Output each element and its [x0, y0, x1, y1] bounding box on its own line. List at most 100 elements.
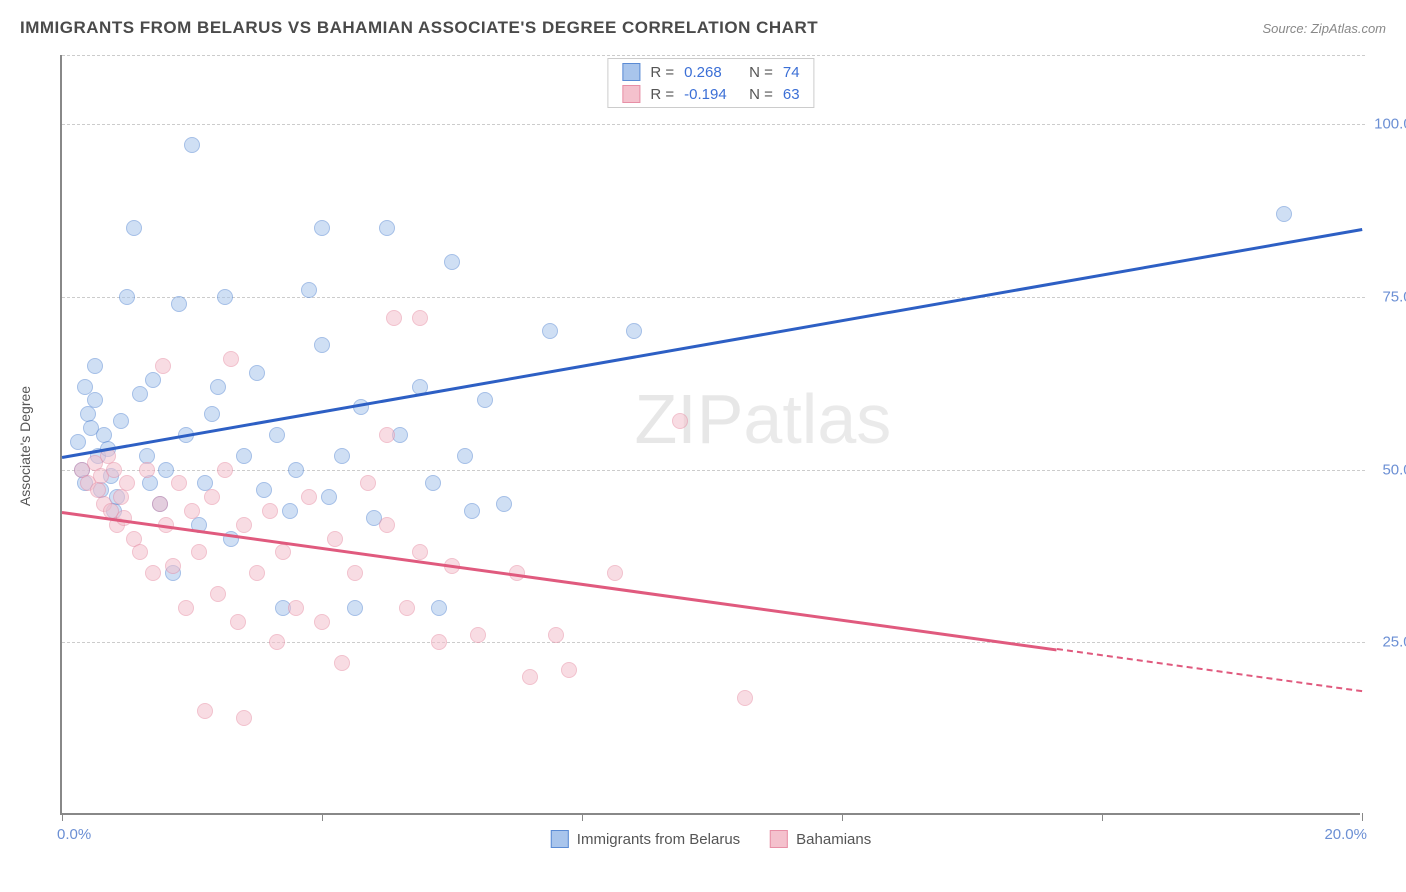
y-tick-label: 25.0%: [1382, 634, 1406, 651]
legend-swatch: [551, 830, 569, 848]
scatter-point: [548, 627, 564, 643]
scatter-point: [379, 220, 395, 236]
scatter-point: [77, 379, 93, 395]
legend-label: Immigrants from Belarus: [577, 831, 740, 848]
scatter-point: [334, 655, 350, 671]
scatter-point: [282, 503, 298, 519]
scatter-point: [314, 337, 330, 353]
scatter-point: [217, 289, 233, 305]
gridline-h: [62, 124, 1365, 125]
scatter-point: [210, 379, 226, 395]
r-value: -0.194: [684, 86, 739, 103]
source-label: Source: ZipAtlas.com: [1262, 21, 1386, 36]
legend-swatch: [622, 85, 640, 103]
plot-area: ZIPatlas R =0.268N =74R =-0.194N =63 Imm…: [60, 55, 1360, 815]
scatter-point: [178, 600, 194, 616]
scatter-point: [301, 489, 317, 505]
scatter-point: [223, 351, 239, 367]
n-label: N =: [749, 86, 773, 103]
scatter-point: [470, 627, 486, 643]
scatter-point: [142, 475, 158, 491]
x-tick-mark: [1102, 813, 1103, 821]
scatter-point: [210, 586, 226, 602]
title-bar: IMMIGRANTS FROM BELARUS VS BAHAMIAN ASSO…: [20, 18, 1386, 38]
y-tick-label: 50.0%: [1382, 461, 1406, 478]
scatter-point: [321, 489, 337, 505]
scatter-point: [314, 614, 330, 630]
scatter-point: [119, 289, 135, 305]
legend-stats-row: R =-0.194N =63: [608, 83, 813, 105]
scatter-point: [431, 634, 447, 650]
scatter-point: [132, 386, 148, 402]
scatter-point: [139, 462, 155, 478]
scatter-point: [327, 531, 343, 547]
scatter-point: [158, 462, 174, 478]
scatter-point: [184, 137, 200, 153]
scatter-point: [275, 544, 291, 560]
scatter-point: [145, 372, 161, 388]
scatter-point: [386, 310, 402, 326]
scatter-point: [132, 544, 148, 560]
r-value: 0.268: [684, 64, 739, 81]
legend-series: Immigrants from Belarus Bahamians: [551, 830, 871, 848]
legend-swatch: [770, 830, 788, 848]
scatter-point: [288, 462, 304, 478]
scatter-point: [412, 544, 428, 560]
scatter-point: [126, 220, 142, 236]
legend-swatch: [622, 63, 640, 81]
scatter-point: [106, 462, 122, 478]
scatter-point: [204, 406, 220, 422]
scatter-point: [119, 475, 135, 491]
y-tick-label: 75.0%: [1382, 288, 1406, 305]
x-tick-label: 20.0%: [1324, 826, 1367, 843]
scatter-point: [444, 254, 460, 270]
scatter-point: [464, 503, 480, 519]
scatter-point: [561, 662, 577, 678]
watermark-atlas: atlas: [743, 380, 891, 458]
legend-stats: R =0.268N =74R =-0.194N =63: [607, 58, 814, 108]
scatter-point: [230, 614, 246, 630]
legend-series-item: Immigrants from Belarus: [551, 830, 740, 848]
n-label: N =: [749, 64, 773, 81]
legend-series-item: Bahamians: [770, 830, 871, 848]
scatter-point: [87, 358, 103, 374]
gridline-h: [62, 642, 1365, 643]
x-tick-mark: [842, 813, 843, 821]
scatter-point: [236, 710, 252, 726]
gridline-h: [62, 470, 1365, 471]
scatter-point: [165, 558, 181, 574]
scatter-point: [197, 703, 213, 719]
scatter-point: [217, 462, 233, 478]
scatter-point: [269, 427, 285, 443]
scatter-point: [1276, 206, 1292, 222]
scatter-point: [262, 503, 278, 519]
legend-label: Bahamians: [796, 831, 871, 848]
scatter-point: [171, 475, 187, 491]
scatter-point: [236, 517, 252, 533]
r-label: R =: [650, 86, 674, 103]
scatter-point: [379, 427, 395, 443]
scatter-point: [155, 358, 171, 374]
scatter-point: [347, 600, 363, 616]
scatter-point: [113, 413, 129, 429]
x-tick-mark: [582, 813, 583, 821]
gridline-h: [62, 297, 1365, 298]
x-tick-mark: [322, 813, 323, 821]
scatter-point: [204, 489, 220, 505]
scatter-point: [399, 600, 415, 616]
scatter-point: [542, 323, 558, 339]
scatter-point: [301, 282, 317, 298]
scatter-point: [425, 475, 441, 491]
scatter-point: [347, 565, 363, 581]
x-tick-mark: [62, 813, 63, 821]
scatter-point: [288, 600, 304, 616]
trend-line: [1056, 648, 1362, 692]
scatter-point: [737, 690, 753, 706]
y-tick-label: 100.0%: [1374, 116, 1406, 133]
scatter-point: [256, 482, 272, 498]
scatter-point: [457, 448, 473, 464]
scatter-point: [87, 392, 103, 408]
scatter-point: [431, 600, 447, 616]
x-tick-mark: [1362, 813, 1363, 821]
chart-title: IMMIGRANTS FROM BELARUS VS BAHAMIAN ASSO…: [20, 18, 818, 38]
